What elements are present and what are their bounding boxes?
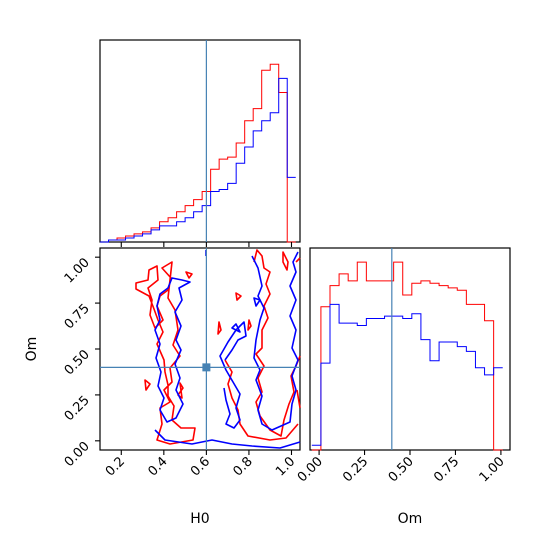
joint-contour-red bbox=[185, 271, 193, 279]
joint-y-tick-label: 0.75 bbox=[62, 301, 93, 332]
h0-histogram-series-red bbox=[100, 63, 296, 243]
joint-contour-red bbox=[295, 257, 301, 263]
joint-panel-frame bbox=[99, 247, 301, 451]
joint-contour-red bbox=[253, 249, 301, 437]
h0-histogram-series-blue bbox=[100, 77, 296, 243]
h0-histogram-panel bbox=[99, 39, 301, 243]
joint-contour-blue bbox=[253, 297, 261, 307]
joint-contour-red bbox=[217, 321, 222, 335]
om-histogram-x-tick-label: 0.00 bbox=[295, 454, 326, 485]
joint-x-tick-label: 0.4 bbox=[145, 454, 170, 479]
joint-x-tick-label: 0.8 bbox=[231, 454, 256, 479]
joint-contour-red bbox=[235, 292, 242, 301]
joint-x-tick-label: 0.2 bbox=[103, 454, 128, 479]
y-axis-label-om: Om bbox=[24, 337, 40, 362]
joint-contour-red bbox=[135, 261, 196, 445]
joint-contour-blue bbox=[251, 251, 299, 431]
joint-contour-red bbox=[282, 251, 289, 271]
joint-y-tick-label: 0.50 bbox=[62, 347, 93, 378]
joint-contour-blue bbox=[231, 323, 241, 333]
joint-contour-red bbox=[296, 389, 301, 409]
om-histogram-x-tick-label: 1.00 bbox=[477, 454, 508, 485]
om-histogram-frame bbox=[309, 247, 511, 451]
om-histogram-series-blue bbox=[311, 303, 503, 446]
joint-contour-blue bbox=[154, 277, 191, 423]
om-histogram-x-tick-label: 0.75 bbox=[431, 454, 462, 485]
joint-y-tick-label: 1.00 bbox=[62, 255, 93, 286]
joint-truth-marker bbox=[202, 363, 211, 372]
joint-x-tick-label: 0.6 bbox=[188, 454, 213, 479]
joint-y-tick-label: 0.25 bbox=[62, 393, 93, 424]
joint-y-tick-label: 0.00 bbox=[62, 439, 93, 470]
joint-contour-red bbox=[247, 319, 252, 331]
om-histogram-panel bbox=[309, 247, 511, 451]
joint-contour-blue bbox=[219, 321, 247, 429]
h0-histogram-frame bbox=[99, 39, 301, 243]
x-axis-label-h0: H0 bbox=[190, 511, 209, 527]
joint-contour-red bbox=[144, 379, 151, 391]
joint-contour-panel bbox=[99, 247, 301, 451]
om-histogram-x-tick-label: 0.25 bbox=[340, 454, 371, 485]
joint-contour-blue bbox=[154, 429, 301, 449]
om-histogram-x-tick-label: 0.50 bbox=[386, 454, 417, 485]
x-axis-label-om: Om bbox=[398, 511, 423, 527]
om-histogram-series-red bbox=[311, 261, 503, 451]
